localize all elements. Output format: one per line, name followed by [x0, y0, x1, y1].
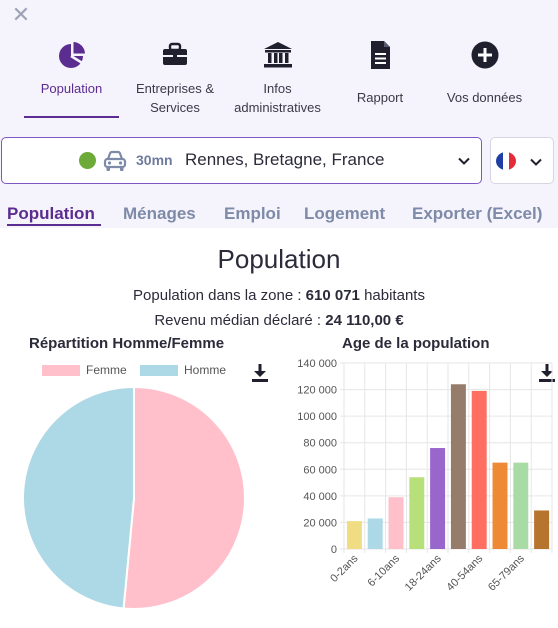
legend-label-homme: Homme: [184, 363, 227, 377]
close-icon[interactable]: ✕: [11, 2, 31, 27]
nav-item-population[interactable]: Population: [24, 38, 119, 120]
nav-item-entreprises[interactable]: Entreprises & Services: [125, 38, 225, 120]
bar-chart-title: Age de la population: [342, 335, 490, 352]
bar-18-24ans: [430, 448, 446, 549]
bar-55-64ans: [492, 462, 508, 549]
pie-slice-homme: [22, 385, 135, 610]
download-icon[interactable]: [251, 363, 269, 383]
chevron-down-icon: [458, 157, 470, 165]
nav-label-vos-donnees: Vos données: [446, 90, 523, 105]
bar-11-17ans: [409, 477, 425, 549]
nav-label-population: Population: [40, 81, 103, 96]
tab-active-indicator: [7, 224, 101, 226]
y-tick-label: 100 000: [297, 411, 337, 423]
nav-item-infos-administratives[interactable]: Infos administratives: [229, 38, 326, 120]
x-tick-label: 40-54ans: [444, 552, 485, 593]
download-icon[interactable]: [538, 363, 556, 383]
y-tick-label: 120 000: [297, 385, 337, 397]
tab-exporter-excel[interactable]: Exporter (Excel): [412, 204, 543, 223]
x-tick-label: 65-79ans: [486, 552, 527, 593]
document-icon: [371, 41, 390, 69]
bank-icon: [263, 42, 292, 68]
section-title: Population: [217, 244, 341, 274]
bar-25-39ans: [450, 384, 466, 549]
bar-80+ans: [534, 510, 550, 549]
pie-slice-femme: [122, 385, 247, 610]
y-tick-label: 80 000: [303, 438, 337, 450]
tab-population[interactable]: Population: [7, 204, 95, 223]
car-icon: [103, 150, 127, 171]
travel-time: 30mn: [136, 152, 173, 168]
y-tick-label: 40 000: [303, 491, 337, 503]
income-stat: Revenu médian déclaré : 24 110,00 €: [154, 312, 404, 329]
language-selector[interactable]: [490, 137, 554, 184]
location-selector[interactable]: 30mn Rennes, Bretagne, France: [1, 137, 482, 184]
pie-chart-icon: [58, 42, 85, 68]
nav-label-infos: Infos administratives: [234, 81, 321, 115]
bar-6-10ans: [388, 497, 404, 549]
population-stat: Population dans la zone : 610 071 habita…: [133, 287, 425, 304]
x-tick-label: 18-24ans: [403, 552, 444, 593]
x-tick-label: 0-2ans: [328, 552, 361, 585]
bar-0-2ans: [346, 521, 362, 549]
nav-label-entreprises: Entreprises & Services: [135, 81, 215, 115]
location-name: Rennes, Bretagne, France: [185, 150, 385, 169]
nav-label-rapport: Rapport: [356, 90, 404, 105]
nav-item-vos-donnees[interactable]: Vos données: [437, 38, 532, 120]
chevron-down-icon: [530, 158, 542, 166]
france-flag-icon: [496, 152, 516, 170]
y-tick-label: 0: [331, 544, 337, 556]
tab-menages[interactable]: Ménages: [123, 204, 196, 223]
legend-swatch-homme: [140, 365, 178, 376]
bar-3-5ans: [367, 518, 383, 549]
y-tick-label: 60 000: [303, 464, 337, 476]
briefcase-icon: [163, 42, 187, 65]
tab-emploi[interactable]: Emploi: [224, 204, 281, 223]
nav-active-indicator: [24, 116, 119, 118]
legend-label-femme: Femme: [86, 363, 127, 377]
pie-chart-title: Répartition Homme/Femme: [29, 335, 225, 352]
age-bar-chart: 0 20 000 40 000 60 000 80 000 100 000 120 000 1…: [297, 358, 553, 594]
tab-logement[interactable]: Logement: [304, 204, 386, 223]
bar-65-79ans: [513, 462, 529, 549]
plus-circle-icon: [471, 41, 498, 69]
bar-40-54ans: [471, 390, 487, 549]
gender-pie-chart: [22, 385, 247, 610]
header-panel: ✕ Population Entreprises & Services: [0, 0, 558, 228]
legend-swatch-femme: [42, 365, 80, 376]
status-dot: [79, 152, 96, 169]
x-tick-label: 6-10ans: [366, 552, 403, 589]
y-tick-label: 20 000: [303, 517, 337, 529]
nav-item-rapport[interactable]: Rapport: [340, 38, 420, 120]
y-tick-label: 140 000: [297, 358, 337, 370]
